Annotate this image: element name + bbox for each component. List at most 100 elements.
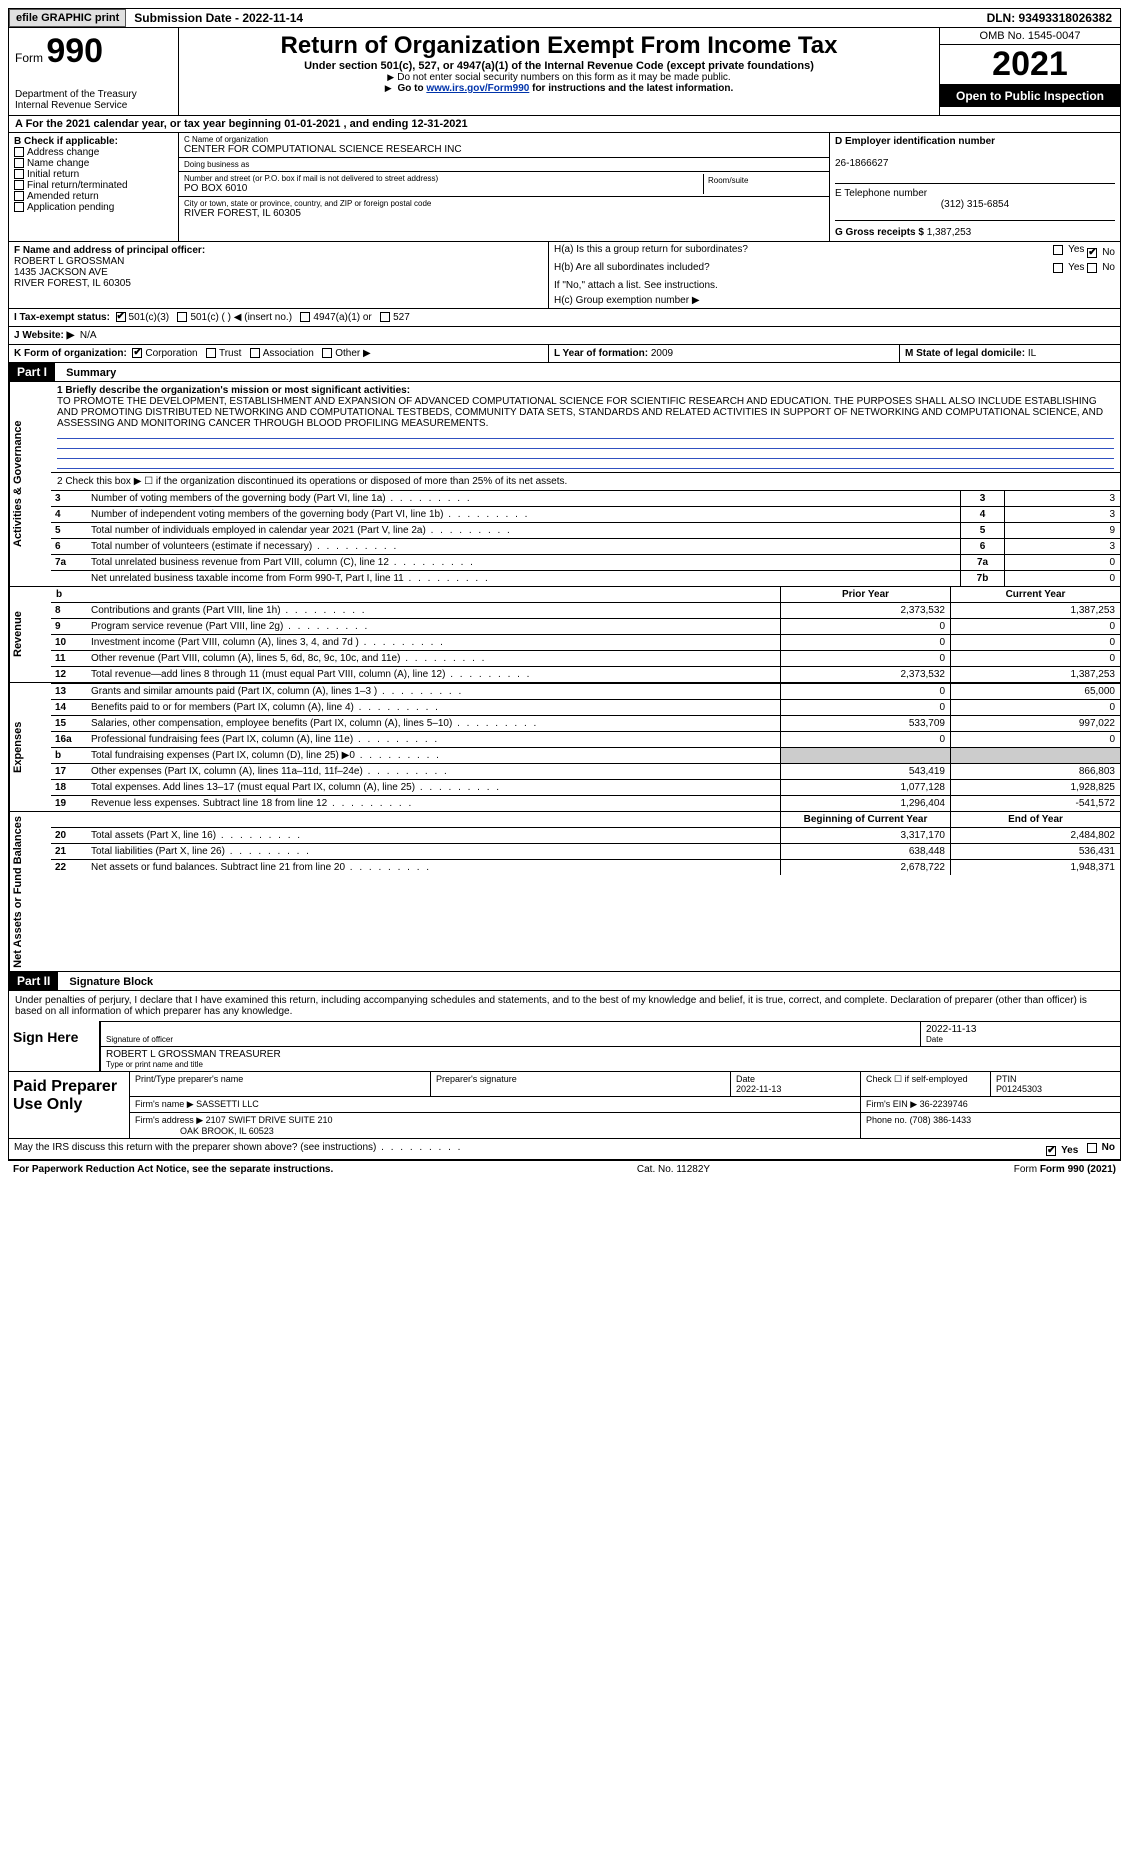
topbar: efile GRAPHIC print Submission Date - 20… xyxy=(8,8,1121,28)
cb-final-return[interactable] xyxy=(14,180,24,190)
cb-application-pending[interactable] xyxy=(14,202,24,212)
tax-year: 2021 xyxy=(940,45,1120,85)
line-desc: Other revenue (Part VIII, column (A), li… xyxy=(87,651,780,666)
city-value: RIVER FOREST, IL 60305 xyxy=(184,208,824,219)
row-j-website: J Website: ▶ N/A xyxy=(8,327,1121,345)
line-desc: Total revenue—add lines 8 through 11 (mu… xyxy=(87,667,780,682)
cb-assoc[interactable] xyxy=(250,348,260,358)
fin-line: 10 Investment income (Part VIII, column … xyxy=(51,634,1120,650)
line-current: 0 xyxy=(950,700,1120,715)
cb-address-change[interactable] xyxy=(14,147,24,157)
line-num: 10 xyxy=(51,635,87,650)
line-prior: 0 xyxy=(780,684,950,699)
cb-4947[interactable] xyxy=(300,312,310,322)
line-prior: 0 xyxy=(780,700,950,715)
e-label: E Telephone number xyxy=(835,188,927,199)
line-num: 9 xyxy=(51,619,87,634)
part-ii-badge: Part II xyxy=(9,972,58,990)
hdr-prior-year: Prior Year xyxy=(780,587,950,602)
line-current: 0 xyxy=(950,651,1120,666)
g-label: G Gross receipts $ xyxy=(835,227,924,238)
fin-line: 15 Salaries, other compensation, employe… xyxy=(51,715,1120,731)
line-desc: Net assets or fund balances. Subtract li… xyxy=(87,860,780,875)
firm-ein: 36-2239746 xyxy=(920,1099,968,1109)
expenses-block: Expenses 13 Grants and similar amounts p… xyxy=(8,683,1121,812)
irs-link[interactable]: www.irs.gov/Form990 xyxy=(426,83,529,94)
row-i-tax-exempt: I Tax-exempt status: 501(c)(3) 501(c) ( … xyxy=(8,309,1121,327)
line-desc: Number of voting members of the governin… xyxy=(87,491,960,506)
line-num: 18 xyxy=(51,780,87,795)
discuss-q: May the IRS discuss this return with the… xyxy=(14,1142,376,1153)
line-box: 5 xyxy=(960,523,1004,538)
cb-corp[interactable] xyxy=(132,348,142,358)
ptin: P01245303 xyxy=(996,1084,1042,1094)
street-value: PO BOX 6010 xyxy=(184,183,703,194)
line-num: 13 xyxy=(51,684,87,699)
hb-no[interactable] xyxy=(1087,263,1097,273)
line-desc: Total fundraising expenses (Part IX, col… xyxy=(87,748,780,763)
submission-date: Submission Date - 2022-11-14 xyxy=(126,9,311,27)
prep-date-hdr: Date xyxy=(736,1074,755,1084)
efile-print-button[interactable]: efile GRAPHIC print xyxy=(9,9,126,27)
line-current: 1,948,371 xyxy=(950,860,1120,875)
year-formation: 2009 xyxy=(651,348,673,359)
signature-block: Under penalties of perjury, I declare th… xyxy=(8,991,1121,1160)
line-num: 3 xyxy=(51,491,87,506)
line-num: 19 xyxy=(51,796,87,811)
cb-other[interactable] xyxy=(322,348,332,358)
line-val: 9 xyxy=(1004,523,1120,538)
m-label: M State of legal domicile: xyxy=(905,348,1025,359)
section-bcd: B Check if applicable: Address change Na… xyxy=(8,133,1121,242)
line-box: 7b xyxy=(960,571,1004,586)
line-val: 3 xyxy=(1004,491,1120,506)
dba-label: Doing business as xyxy=(184,160,824,169)
firm-addr-label: Firm's address ▶ xyxy=(135,1115,203,1125)
cb-501c[interactable] xyxy=(177,312,187,322)
fin-line: 16a Professional fundraising fees (Part … xyxy=(51,731,1120,747)
gross-receipts: 1,387,253 xyxy=(927,227,972,238)
ssn-note: Do not enter social security numbers on … xyxy=(185,72,933,83)
discuss-yes[interactable] xyxy=(1046,1146,1056,1156)
line-prior: 638,448 xyxy=(780,844,950,859)
cb-527[interactable] xyxy=(380,312,390,322)
line-val: 3 xyxy=(1004,507,1120,522)
form-title: Return of Organization Exempt From Incom… xyxy=(185,32,933,60)
line-prior xyxy=(780,748,950,763)
hdr-current-year: Current Year xyxy=(950,587,1120,602)
omb-number: OMB No. 1545-0047 xyxy=(940,28,1120,45)
cb-amended-return[interactable] xyxy=(14,191,24,201)
line-current: 0 xyxy=(950,732,1120,747)
line-prior: 2,373,532 xyxy=(780,603,950,618)
cb-name-change[interactable] xyxy=(14,158,24,168)
side-activities: Activities & Governance xyxy=(9,382,51,586)
l-label: L Year of formation: xyxy=(554,348,648,359)
k-label: K Form of organization: xyxy=(14,348,127,359)
fin-line: 22 Net assets or fund balances. Subtract… xyxy=(51,859,1120,875)
fin-line: 13 Grants and similar amounts paid (Part… xyxy=(51,683,1120,699)
line-desc: Total liabilities (Part X, line 26) xyxy=(87,844,780,859)
line-desc: Other expenses (Part IX, column (A), lin… xyxy=(87,764,780,779)
ha-label: H(a) Is this a group return for subordin… xyxy=(554,244,748,258)
ha-no[interactable] xyxy=(1087,248,1097,258)
part-i-header: Part I Summary xyxy=(8,363,1121,382)
section-fh: F Name and address of principal officer:… xyxy=(8,242,1121,309)
cat-no: Cat. No. 11282Y xyxy=(637,1164,710,1175)
discuss-no[interactable] xyxy=(1087,1143,1097,1153)
line-prior: 0 xyxy=(780,732,950,747)
cb-501c3[interactable] xyxy=(116,312,126,322)
fin-line: 17 Other expenses (Part IX, column (A), … xyxy=(51,763,1120,779)
hb-yes[interactable] xyxy=(1053,263,1063,273)
prep-phone: (708) 386-1433 xyxy=(910,1115,972,1125)
part-i-badge: Part I xyxy=(9,363,55,381)
cb-initial-return[interactable] xyxy=(14,169,24,179)
cb-trust[interactable] xyxy=(206,348,216,358)
mission-label: 1 Briefly describe the organization's mi… xyxy=(57,385,410,396)
ha-yes[interactable] xyxy=(1053,245,1063,255)
goto-note: Go to www.irs.gov/Form990 for instructio… xyxy=(185,83,933,94)
b-label: B Check if applicable: xyxy=(14,136,118,147)
fin-line: 14 Benefits paid to or for members (Part… xyxy=(51,699,1120,715)
line-prior: 0 xyxy=(780,635,950,650)
fin-line: b Total fundraising expenses (Part IX, c… xyxy=(51,747,1120,763)
prep-check: Check ☐ if self-employed xyxy=(866,1074,968,1084)
line-current: 866,803 xyxy=(950,764,1120,779)
